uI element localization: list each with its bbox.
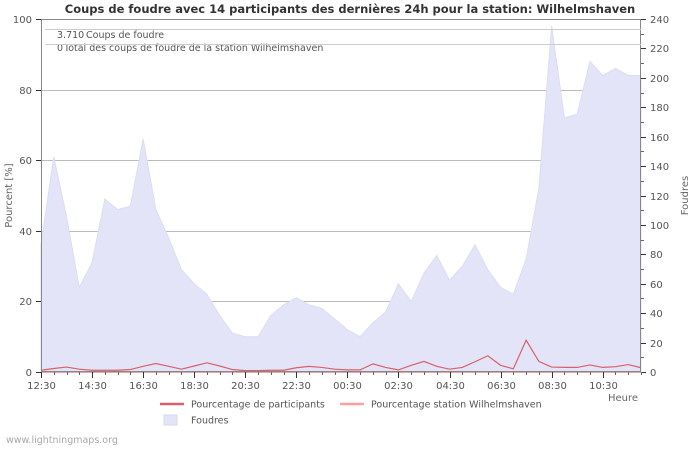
y-tick-label-right: 80 [650, 250, 663, 261]
legend-item-label: Pourcentage station Wilhelmshaven [371, 400, 542, 411]
y-tick-label-left: 0 [26, 368, 32, 379]
y-tick-label-right: 120 [650, 192, 669, 203]
y-tick-label-left: 80 [19, 86, 32, 97]
series-area-foudres [40, 25, 642, 373]
x-tick-label: 10:30 [589, 381, 618, 392]
y-axis-label-left: Pourcent [%] [4, 163, 15, 228]
y-tick-label-right: 0 [650, 368, 656, 379]
y-tick-label-left: 20 [19, 297, 32, 308]
legend-item: Pourcentage station Wilhelmshaven [340, 400, 542, 411]
chart-title: Coups de foudre avec 14 participants des… [65, 2, 635, 16]
y-tick-label-right: 40 [650, 309, 663, 320]
legend-item: Pourcentage de participants [160, 400, 325, 411]
y-tick-label-left: 60 [19, 156, 32, 167]
x-axis: 12:30 14:30 16:30 18:30 20:30 22:30 00:30 02:30… [27, 372, 642, 392]
x-tick-label: 16:30 [129, 381, 158, 392]
annotation-station-strikes-label: Total des coups de foudre de la station … [63, 43, 323, 54]
x-tick-label: 20:30 [231, 381, 260, 392]
x-tick-label: 06:30 [487, 381, 516, 392]
plot-frame [41, 19, 641, 372]
x-tick-label: 00:30 [333, 381, 362, 392]
y-tick-label-right: 160 [650, 133, 669, 144]
x-tick-label: 18:30 [180, 381, 209, 392]
y-tick-label-right: 20 [650, 339, 663, 350]
y-tick-label-left: 100 [13, 15, 32, 26]
chart-legend: Pourcentage de participants Pourcentage s… [160, 400, 542, 427]
legend-item-label: Pourcentage de participants [191, 400, 325, 411]
legend-item: Foudres [163, 414, 229, 427]
x-tick-label: 08:30 [538, 381, 567, 392]
y-tick-label-right: 180 [650, 103, 669, 114]
y-tick-label-right: 220 [650, 44, 669, 55]
x-tick-label: 14:30 [78, 381, 107, 392]
y-axis-right: 0 20 40 60 80 100 120 140 160 180 200 220 240 [641, 15, 669, 379]
plot-annotations: 3.710 Coups de foudre 0 Total des coups de … [45, 29, 641, 54]
y-tick-label-right: 240 [650, 15, 669, 26]
legend-item-label: Foudres [191, 416, 229, 427]
x-tick-label: 04:30 [436, 381, 465, 392]
y-tick-label-right: 200 [650, 74, 669, 85]
y-tick-label-right: 100 [650, 221, 669, 232]
series-line-participants [40, 338, 642, 372]
y-tick-label-left: 40 [19, 227, 32, 238]
x-tick-label: 02:30 [384, 381, 413, 392]
y-axis-left: 0 20 40 60 80 100 [13, 15, 41, 379]
x-tick-label: 12:30 [27, 381, 56, 392]
y-axis-label-right: Foudres [680, 176, 691, 215]
annotation-total-strikes-label: Coups de foudre [86, 30, 164, 41]
y-tick-label-right: 60 [650, 280, 663, 291]
annotation-total-strikes-value: 3.710 [57, 30, 84, 41]
legend-swatch-marker [163, 414, 178, 426]
y-tick-label-right: 140 [650, 162, 669, 173]
x-axis-label: Heure [608, 393, 638, 404]
x-tick-label: 22:30 [282, 381, 311, 392]
annotation-station-strikes-value: 0 [57, 43, 63, 54]
footer-watermark: www.lightningmaps.org [6, 435, 118, 446]
